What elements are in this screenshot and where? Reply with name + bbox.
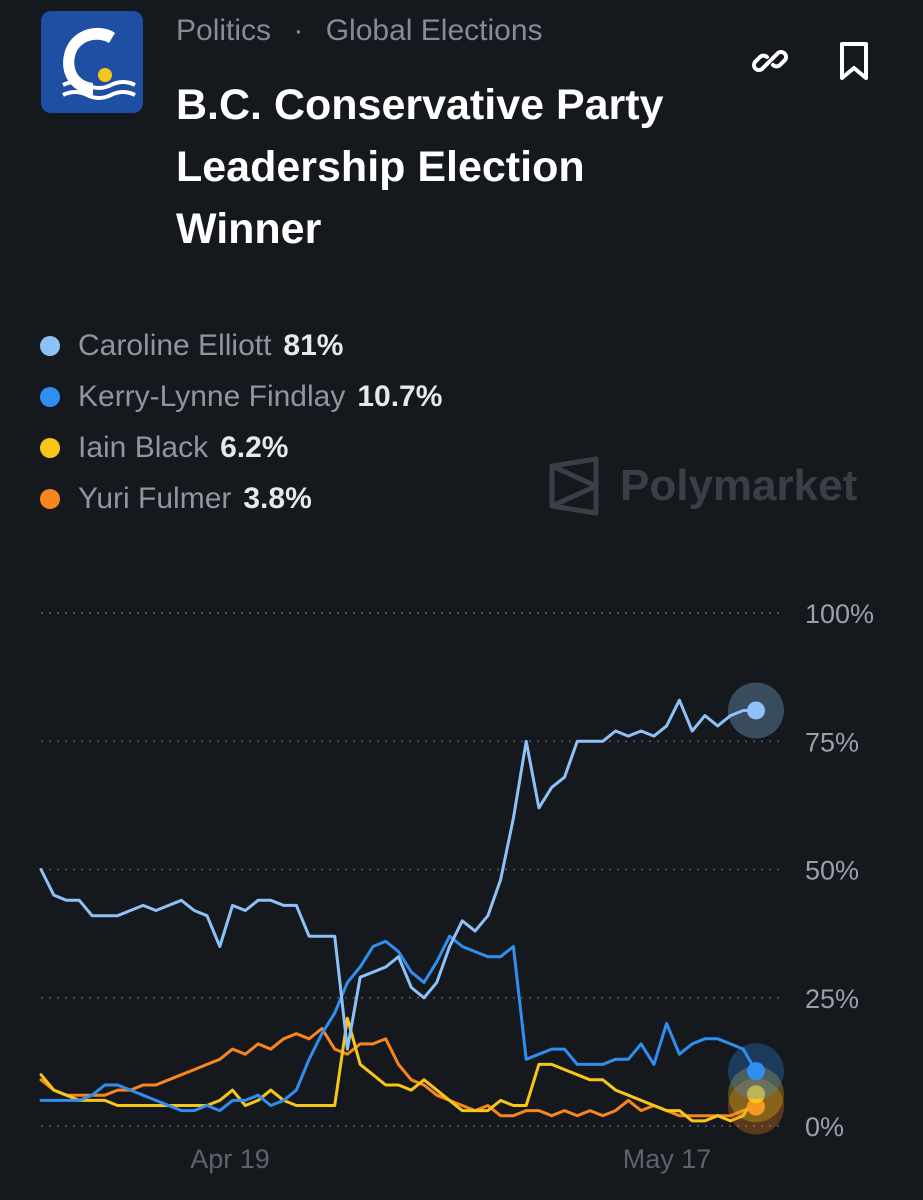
chart-end-markers — [728, 682, 784, 1135]
series-line — [39, 1027, 758, 1118]
legend-name: Iain Black — [78, 430, 209, 464]
bookmark-icon — [840, 42, 868, 80]
series-end-point — [747, 1085, 765, 1104]
legend-item-yuri-fulmer: Yuri Fulmer 3.8% — [40, 473, 442, 524]
legend-item-iain-black: Iain Black 6.2% — [40, 422, 442, 473]
page-title: B.C. Conservative Party Leadership Elect… — [176, 81, 664, 253]
y-axis-labels: 0% 25% 50% 75% 100% — [805, 599, 874, 1142]
link-icon — [752, 50, 788, 72]
x-tick-label: Apr 19 — [190, 1144, 270, 1174]
breadcrumb-politics[interactable]: Politics — [176, 14, 272, 47]
legend-value: 10.7% — [357, 379, 443, 413]
y-tick-label: 50% — [805, 856, 859, 886]
chart-series — [39, 698, 758, 1123]
price-chart[interactable]: 0% 25% 50% 75% 100% Apr 19 May 17 — [0, 560, 923, 1180]
series-line — [39, 698, 758, 1051]
series-line — [39, 934, 758, 1113]
series-line — [39, 1016, 758, 1123]
y-tick-label: 0% — [805, 1112, 844, 1142]
breadcrumb: Politics · Global Elections — [176, 14, 543, 48]
breadcrumb-global-elections[interactable]: Global Elections — [325, 14, 543, 47]
y-tick-label: 75% — [805, 727, 859, 757]
watermark-text: Polymarket — [620, 461, 858, 510]
series-end-point — [747, 1062, 765, 1081]
legend-item-kerry-lynne-findlay: Kerry-Lynne Findlay 10.7% — [40, 371, 442, 422]
legend-dot — [40, 437, 60, 458]
x-tick-label: May 17 — [623, 1144, 712, 1174]
chart-grid — [41, 612, 785, 1127]
chart-legend: Caroline Elliott 81% Kerry-Lynne Findlay… — [40, 320, 442, 524]
legend-value: 81% — [283, 328, 344, 362]
breadcrumb-separator: · — [293, 14, 304, 47]
series-end-point — [747, 701, 765, 720]
polymarket-watermark: Polymarket — [548, 456, 857, 516]
bc-conservative-logo-icon — [62, 27, 136, 100]
legend-dot — [40, 335, 60, 356]
market-logo — [41, 11, 143, 113]
x-axis-labels: Apr 19 May 17 — [190, 1144, 711, 1174]
polymarket-logo-icon — [549, 456, 599, 516]
legend-name: Yuri Fulmer — [78, 481, 232, 515]
legend-dot — [40, 488, 60, 509]
legend-name: Caroline Elliott — [78, 328, 272, 362]
legend-item-caroline-elliott: Caroline Elliott 81% — [40, 320, 442, 371]
copy-link-button[interactable] — [747, 38, 793, 84]
bookmark-button[interactable] — [831, 38, 877, 84]
legend-value: 3.8% — [243, 481, 312, 515]
legend-value: 6.2% — [220, 430, 289, 464]
y-tick-label: 100% — [805, 599, 874, 629]
y-tick-label: 25% — [805, 984, 859, 1014]
legend-name: Kerry-Lynne Findlay — [78, 379, 346, 413]
series-end-point — [747, 1097, 765, 1116]
legend-dot — [40, 386, 60, 407]
